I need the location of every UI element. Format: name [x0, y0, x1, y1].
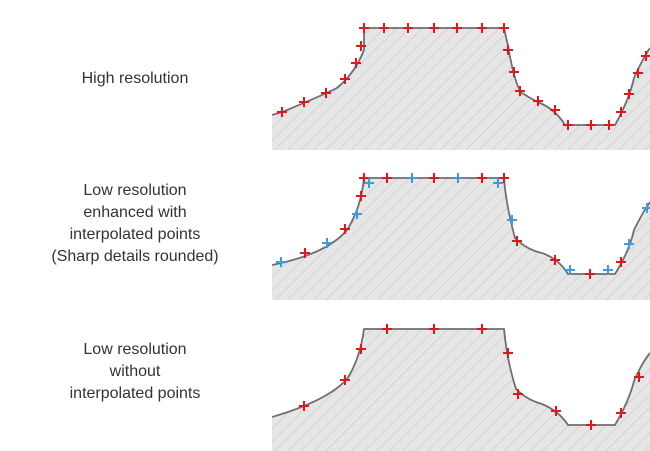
label-low-res-interpolated: Low resolution enhanced with interpolate…: [0, 180, 270, 268]
label-line: Low resolution: [83, 182, 187, 199]
sample-point-marker: [499, 173, 509, 183]
sample-point-marker: [340, 74, 350, 84]
interpolated-point-marker: [407, 173, 417, 183]
sample-point-marker: [477, 23, 487, 33]
interpolated-point-marker: [642, 203, 650, 213]
sample-point-marker: [351, 58, 361, 68]
interpolated-point-marker: [624, 239, 634, 249]
interpolated-point-marker: [565, 265, 575, 275]
sample-point-marker: [429, 23, 439, 33]
sample-point-marker: [477, 173, 487, 183]
sample-point-marker: [382, 173, 392, 183]
sample-point-marker: [359, 23, 369, 33]
interpolated-point-marker: [493, 178, 503, 188]
sample-point-marker: [616, 257, 626, 267]
label-line: interpolated points: [69, 385, 201, 402]
sample-point-marker: [356, 41, 366, 51]
sample-point-marker: [586, 120, 596, 130]
terrain-fill: [272, 28, 650, 150]
sample-point-marker: [515, 86, 525, 96]
label-line: without: [109, 363, 161, 380]
interpolated-point-marker: [364, 178, 374, 188]
sample-point-marker: [512, 236, 522, 246]
high-resolution-profile: [272, 23, 650, 150]
sample-point-marker: [513, 389, 523, 399]
sample-point-marker: [624, 89, 634, 99]
sample-point-marker: [586, 420, 596, 430]
sample-point-marker: [452, 23, 462, 33]
sample-point-marker: [356, 191, 366, 201]
sample-point-marker: [299, 401, 309, 411]
label-low-res-no-interpolation: Low resolution without interpolated poin…: [0, 339, 270, 405]
sample-point-marker: [633, 68, 643, 78]
sample-point-marker: [503, 45, 513, 55]
sample-point-marker: [403, 23, 413, 33]
sample-point-marker: [641, 51, 650, 61]
terrain-fill: [272, 178, 650, 300]
sample-point-marker: [429, 324, 439, 334]
interpolated-profile: [272, 173, 650, 300]
interpolated-point-marker: [453, 173, 463, 183]
terrain-outline: [272, 27, 650, 126]
low-resolution-profile: [272, 324, 650, 451]
sample-point-marker: [604, 120, 614, 130]
sample-point-marker: [359, 173, 369, 183]
terrain-outline: [272, 328, 650, 426]
sample-point-marker: [477, 324, 487, 334]
sample-point-marker: [356, 344, 366, 354]
sample-point-marker: [551, 406, 561, 416]
label-line: enhanced with: [83, 204, 187, 221]
sample-point-marker: [550, 255, 560, 265]
label-line: Low resolution: [83, 341, 187, 358]
label-line: (Sharp details rounded): [51, 248, 219, 265]
label-line: High resolution: [81, 70, 189, 87]
sample-point-marker: [634, 372, 644, 382]
sample-point-marker: [321, 88, 331, 98]
sample-point-marker: [533, 96, 543, 106]
interpolated-point-marker: [603, 265, 613, 275]
sample-point-marker: [616, 107, 626, 117]
sample-point-marker: [300, 248, 310, 258]
sample-point-marker: [340, 224, 350, 234]
sample-point-marker: [503, 348, 513, 358]
interpolated-point-marker: [507, 215, 517, 225]
sample-point-marker: [340, 375, 350, 385]
sample-point-marker: [499, 23, 509, 33]
sample-point-marker: [509, 67, 519, 77]
sample-point-marker: [585, 269, 595, 279]
interpolated-point-marker: [352, 209, 362, 219]
sample-point-marker: [563, 120, 573, 130]
sample-point-marker: [299, 97, 309, 107]
terrain-fill: [272, 329, 650, 451]
interpolated-point-marker: [322, 238, 332, 248]
sample-point-marker: [429, 173, 439, 183]
label-line: interpolated points: [69, 226, 201, 243]
sample-point-marker: [379, 23, 389, 33]
label-high-resolution: High resolution: [0, 68, 270, 90]
interpolated-point-marker: [276, 257, 286, 267]
sample-point-marker: [382, 324, 392, 334]
sample-point-marker: [277, 107, 287, 117]
sample-point-marker: [550, 105, 560, 115]
sample-point-marker: [616, 408, 626, 418]
